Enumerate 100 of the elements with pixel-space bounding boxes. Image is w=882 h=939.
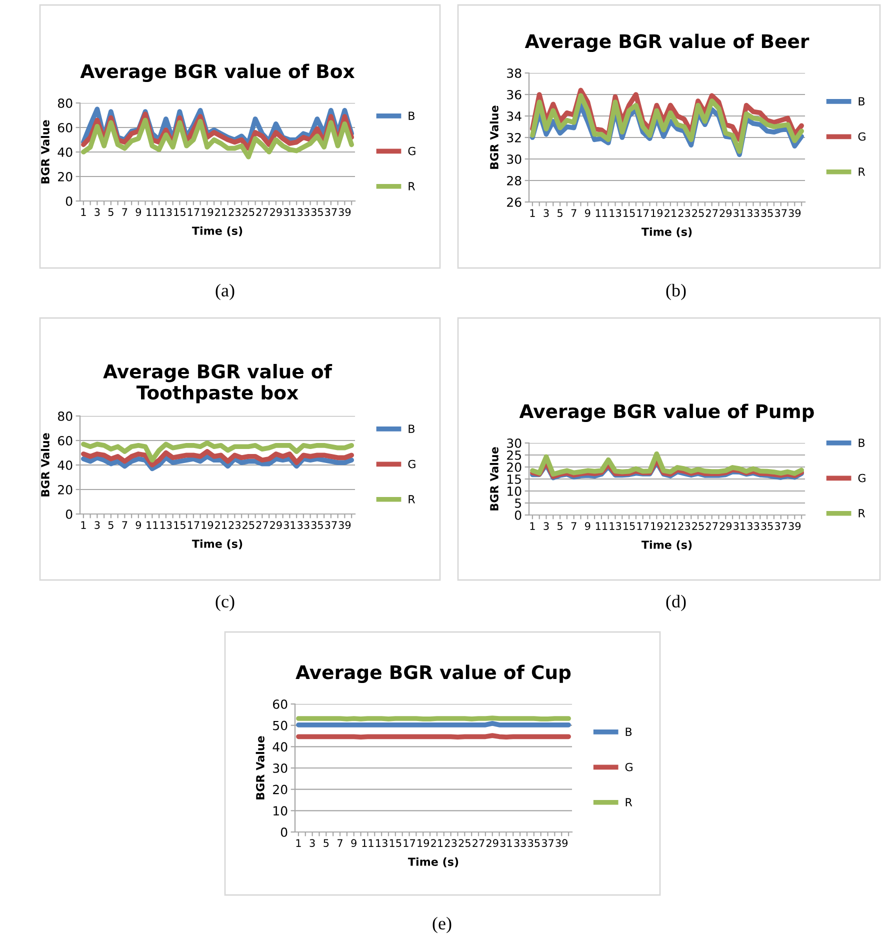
y-tick-label: 30 — [273, 763, 288, 773]
x-tick-label: 31 — [734, 209, 746, 218]
x-tick-label: 19 — [651, 209, 663, 218]
chart-title: Average BGR value of Box — [80, 64, 355, 82]
chart-title: Average BGR value of Toothpaste box — [103, 364, 332, 404]
x-tick-label: 31 — [500, 839, 512, 848]
x-tick-label: 17 — [637, 209, 649, 217]
x-tick-label: 29 — [486, 839, 498, 848]
x-tick-label: 19 — [202, 208, 214, 216]
x-tick-label: 33 — [298, 208, 310, 216]
x-tick-label: 39 — [338, 521, 351, 530]
x-tick-label: 25 — [242, 521, 254, 530]
x-tick-label: 17 — [188, 521, 200, 529]
y-tick-label: 32 — [507, 132, 521, 142]
x-tick-label: 31 — [284, 208, 296, 216]
x-tick-label: 3 — [94, 208, 100, 216]
y-tick-label: 5 — [515, 498, 521, 508]
x-tick-label: 3 — [94, 521, 100, 530]
x-tick-label: 31 — [734, 522, 746, 530]
x-tick-label: 23 — [444, 839, 457, 848]
legend-label: R — [408, 495, 416, 504]
x-tick-label: 17 — [637, 522, 649, 530]
x-tick-label: 13 — [160, 521, 172, 530]
y-tick-label: 38 — [507, 68, 522, 78]
x-tick-label: 7 — [571, 209, 576, 217]
x-tick-label: 5 — [324, 839, 329, 848]
y-tick-label: 20 — [507, 462, 522, 472]
x-tick-label: 7 — [122, 521, 128, 529]
text: (c) — [216, 594, 234, 612]
x-tick-label: 3 — [544, 522, 549, 530]
x-tick-label: 29 — [270, 521, 282, 530]
x-tick-label: 7 — [122, 208, 128, 216]
x-tick-label: 37 — [775, 209, 787, 218]
x-tick-label: 19 — [651, 522, 663, 530]
y-tick-label: 10 — [508, 486, 522, 496]
x-tick-label: 3 — [544, 209, 549, 218]
x-tick-label: 39 — [338, 208, 351, 216]
x-tick-label: 35 — [311, 208, 323, 216]
x-tick-label: 23 — [228, 521, 240, 530]
x-tick-label: 23 — [678, 522, 690, 530]
x-tick-label: 35 — [761, 522, 773, 530]
y-tick-label: 20 — [58, 484, 72, 494]
x-tick-label: 33 — [747, 522, 760, 530]
y-tick-label: 20 — [58, 172, 72, 182]
x-tick-label: 7 — [338, 839, 342, 847]
x-tick-label: 21 — [664, 522, 676, 530]
x-tick-label: 29 — [270, 208, 282, 216]
legend-label: B — [858, 438, 865, 447]
x-tick-label: 27 — [256, 208, 268, 216]
y-tick-label: 28 — [507, 176, 522, 186]
y-tick-label: 30 — [507, 154, 522, 164]
y-tick-label: 60 — [58, 122, 72, 132]
legend-label: G — [408, 460, 416, 468]
text: (a) — [216, 284, 234, 300]
x-tick-label: 9 — [584, 522, 590, 530]
y-tick-label: 40 — [58, 147, 72, 157]
x-axis-title: Time (s) — [641, 540, 692, 550]
x-tick-label: 27 — [256, 521, 268, 529]
x-tick-label: 33 — [514, 839, 526, 848]
x-tick-label: 35 — [761, 209, 773, 218]
x-tick-label: 29 — [720, 522, 732, 530]
y-tick-label: 40 — [58, 460, 72, 470]
y-tick-label: 30 — [507, 438, 522, 448]
x-tick-label: 5 — [108, 521, 114, 530]
x-tick-label: 15 — [390, 839, 402, 848]
x-tick-label: 33 — [298, 521, 310, 530]
y-tick-label: 80 — [58, 98, 72, 108]
y-axis-title: BGR Value — [256, 736, 264, 800]
x-tick-label: 29 — [720, 209, 732, 218]
y-tick-label: 50 — [273, 720, 288, 730]
x-tick-label: 5 — [558, 209, 562, 218]
legend-label: B — [408, 112, 414, 120]
legend-label: R — [858, 509, 866, 518]
x-tick-label: 25 — [692, 209, 704, 218]
x-tick-label: 27 — [706, 522, 718, 530]
x-tick-label: 9 — [351, 839, 356, 848]
chart-title: Average BGR value of Beer — [524, 34, 810, 52]
x-axis-title: Time (s) — [192, 226, 242, 236]
y-tick-label: 60 — [273, 699, 288, 709]
x-tick-label: 5 — [108, 208, 114, 216]
y-tick-label: 0 — [514, 510, 522, 520]
x-tick-label: 13 — [160, 208, 172, 216]
x-tick-label: 13 — [610, 522, 622, 530]
x-tick-label: 1 — [530, 522, 535, 530]
y-tick-label: 36 — [507, 90, 522, 100]
x-tick-label: 17 — [188, 208, 200, 216]
x-axis-title: Time (s) — [192, 539, 242, 550]
x-tick-label: 37 — [542, 839, 554, 848]
x-tick-label: 35 — [311, 521, 323, 530]
x-tick-label: 27 — [706, 209, 718, 217]
x-tick-label: 23 — [228, 208, 240, 216]
legend-label: B — [626, 728, 632, 736]
y-tick-label: 0 — [66, 509, 72, 519]
x-tick-label: 27 — [472, 839, 484, 847]
x-tick-label: 37 — [325, 521, 337, 530]
x-axis-title: Time (s) — [641, 227, 692, 238]
x-tick-label: 39 — [788, 209, 801, 218]
x-tick-label: 25 — [242, 208, 254, 216]
y-tick-label: 10 — [274, 806, 288, 816]
x-tick-label: 37 — [775, 522, 787, 530]
